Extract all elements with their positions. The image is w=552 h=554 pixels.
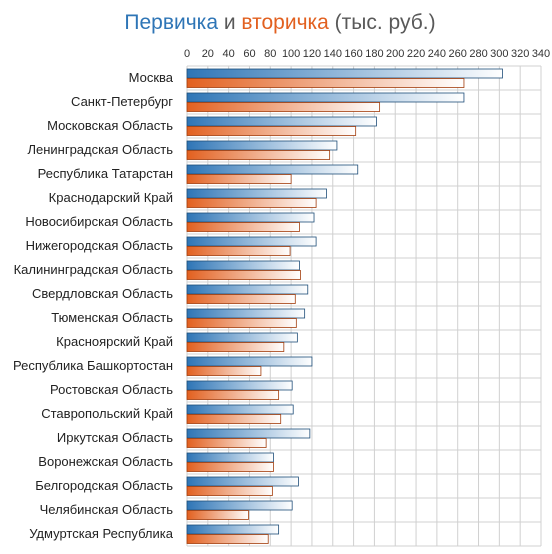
category-label: Санкт-Петербург: [71, 94, 173, 109]
bar-secondary: [186, 270, 301, 280]
bars: [186, 68, 503, 544]
x-tick-label: 40: [223, 48, 235, 60]
bar-secondary: [186, 126, 357, 136]
category-label: Белгородская Область: [35, 478, 173, 493]
x-tick-label: 300: [490, 48, 508, 60]
bar-primary: [186, 284, 309, 295]
category-label: Ростовская Область: [50, 382, 173, 397]
bar-secondary: [186, 222, 300, 232]
bar-primary: [186, 188, 327, 199]
category-label: Удмуртская Республика: [29, 526, 174, 541]
x-axis-ticks: 0 20 40 60 80 100 120 140 160 180 200 220 240 260 280 3…: [184, 48, 550, 60]
bar-secondary: [186, 366, 262, 376]
category-label: Республика Татарстан: [38, 166, 173, 181]
category-label: Ставропольский Край: [41, 406, 173, 421]
x-tick-label: 280: [469, 48, 487, 60]
grid: [186, 65, 542, 547]
bar-secondary: [186, 534, 269, 544]
chart-title: Первичка и вторичка (тыс. руб.): [124, 11, 435, 34]
bar-primary: [186, 332, 298, 343]
x-tick-label: 220: [407, 48, 425, 60]
bar-primary: [186, 212, 315, 223]
category-label: Новосибирская Область: [25, 214, 173, 229]
category-labels: Москва Санкт-Петербург Московская Область Л…: [13, 70, 174, 541]
bar-secondary: [186, 342, 285, 352]
bar-primary: [186, 452, 274, 463]
category-label: Нижегородская Область: [26, 238, 174, 253]
category-label: Красноярский Край: [56, 334, 173, 349]
bar-secondary: [186, 294, 296, 304]
x-tick-label: 200: [386, 48, 404, 60]
category-label: Челябинская Область: [40, 502, 174, 517]
x-tick-label: 20: [202, 48, 214, 60]
bar-secondary: [186, 438, 267, 448]
bar-secondary: [186, 78, 465, 88]
x-tick-label: 0: [184, 48, 190, 60]
x-tick-label: 180: [365, 48, 383, 60]
bar-secondary: [186, 414, 282, 424]
x-tick-label: 100: [282, 48, 300, 60]
category-label: Тюменская Область: [51, 310, 173, 325]
category-label: Московская Область: [47, 118, 173, 133]
bar-primary: [186, 260, 300, 271]
title-connector: и: [218, 11, 241, 34]
x-tick-label: 60: [243, 48, 255, 60]
bar-primary: [186, 380, 293, 391]
title-units: (тыс. руб.): [329, 11, 436, 34]
bar-secondary: [186, 462, 274, 472]
category-label: Воронежская Область: [38, 454, 173, 469]
x-tick-label: 240: [428, 48, 446, 60]
bar-primary: [186, 404, 294, 415]
bar-primary: [186, 164, 359, 175]
bar-primary: [186, 428, 311, 439]
x-tick-label: 340: [532, 48, 550, 60]
bar-primary: [186, 356, 313, 367]
x-tick-label: 120: [303, 48, 321, 60]
bar-primary: [186, 500, 293, 511]
category-label: Иркутская Область: [57, 430, 173, 445]
bar-primary: [186, 140, 338, 151]
bar-secondary: [186, 246, 291, 256]
bar-secondary: [186, 390, 280, 400]
bar-secondary: [186, 174, 292, 184]
title-secondary: вторичка: [241, 11, 329, 34]
title-primary: Первичка: [124, 11, 218, 34]
bar-secondary: [186, 198, 317, 208]
bar-secondary: [186, 102, 381, 112]
category-label: Калининградская Область: [14, 262, 174, 277]
category-label: Ленинградская Область: [27, 142, 173, 157]
x-tick-label: 320: [511, 48, 529, 60]
bar-secondary: [186, 150, 331, 160]
bar-primary: [186, 116, 377, 127]
bar-secondary: [186, 486, 273, 496]
bar-primary: [186, 476, 299, 487]
bar-primary: [186, 236, 317, 247]
bar-secondary: [186, 318, 297, 328]
category-label: Республика Башкортостан: [13, 358, 173, 373]
category-label: Краснодарский Край: [49, 190, 173, 205]
category-label: Москва: [129, 70, 174, 85]
bar-secondary: [186, 510, 249, 520]
x-tick-label: 140: [324, 48, 342, 60]
bar-primary: [186, 308, 306, 319]
bar-primary: [186, 524, 280, 535]
x-tick-label: 160: [344, 48, 362, 60]
bar-primary: [186, 92, 465, 103]
x-tick-label: 260: [449, 48, 467, 60]
bar-primary: [186, 68, 503, 79]
x-tick-label: 80: [264, 48, 276, 60]
category-label: Свердловская Область: [32, 286, 173, 301]
